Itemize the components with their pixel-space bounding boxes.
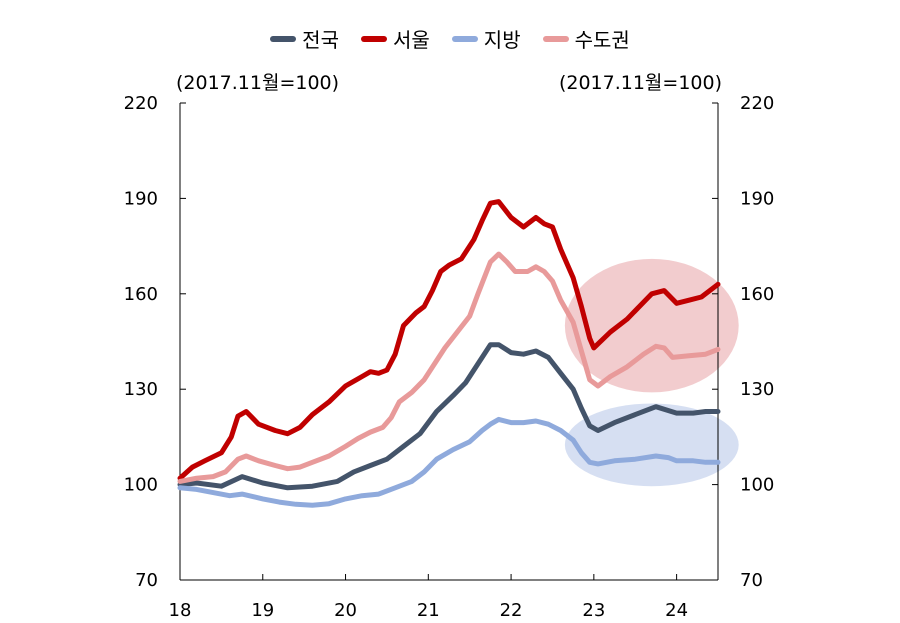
left-y-tick-label: 160 [124, 284, 158, 305]
series-lines [177, 199, 721, 508]
x-tick-label: 19 [251, 600, 274, 621]
legend-label-national: 전국 [302, 28, 339, 52]
left-y-tick-label: 130 [124, 379, 158, 400]
right-axis-unit: (2017.11월=100) [558, 72, 722, 94]
series-line-2 [177, 199, 721, 481]
legend-label-capital-area: 수도권 [574, 28, 630, 52]
left-y-tick-label: 190 [124, 188, 158, 209]
highlight-ellipse-2 [564, 403, 739, 487]
right-y-tick-label: 130 [740, 379, 774, 400]
left-axis-unit: (2017.11월=100) [176, 72, 340, 94]
x-tick-label: 23 [582, 600, 605, 621]
legend-swatch-regional [451, 35, 478, 42]
left-y-tick-label: 70 [135, 570, 158, 591]
chart-legend: 전국 서울 지방 수도권 [0, 24, 900, 53]
series-line-1 [177, 342, 721, 491]
chart-axes: 70 70 100 100 130 130 160 160 190 190 220 220 18 19 20… [124, 93, 775, 621]
legend-label-seoul: 서울 [392, 28, 430, 52]
legend-swatch-capital-area [542, 35, 569, 42]
legend-item-seoul: 서울 [360, 24, 430, 53]
left-y-tick-label: 220 [124, 93, 158, 114]
x-tick-label: 24 [665, 600, 688, 621]
right-y-tick-label: 70 [740, 570, 763, 591]
x-tick-label: 21 [417, 600, 440, 621]
legend-label-regional: 지방 [483, 28, 521, 52]
legend-item-national: 전국 [270, 24, 339, 53]
left-y-tick-label: 100 [124, 475, 158, 496]
legend-item-regional: 지방 [451, 24, 521, 53]
x-tick-label: 22 [500, 600, 523, 621]
right-y-tick-label: 220 [740, 93, 774, 114]
legend-item-capital-area: 수도권 [542, 24, 630, 53]
legend-swatch-national [270, 35, 297, 42]
x-tick-label: 20 [334, 600, 357, 621]
legend-swatch-seoul [360, 35, 387, 42]
series-line-4 [177, 251, 721, 484]
highlight-ellipse-1 [564, 258, 739, 393]
series-line-3 [177, 416, 721, 508]
right-y-tick-label: 100 [740, 475, 774, 496]
x-tick-label: 18 [169, 600, 192, 621]
right-y-tick-label: 160 [740, 284, 774, 305]
right-y-tick-label: 190 [740, 188, 774, 209]
